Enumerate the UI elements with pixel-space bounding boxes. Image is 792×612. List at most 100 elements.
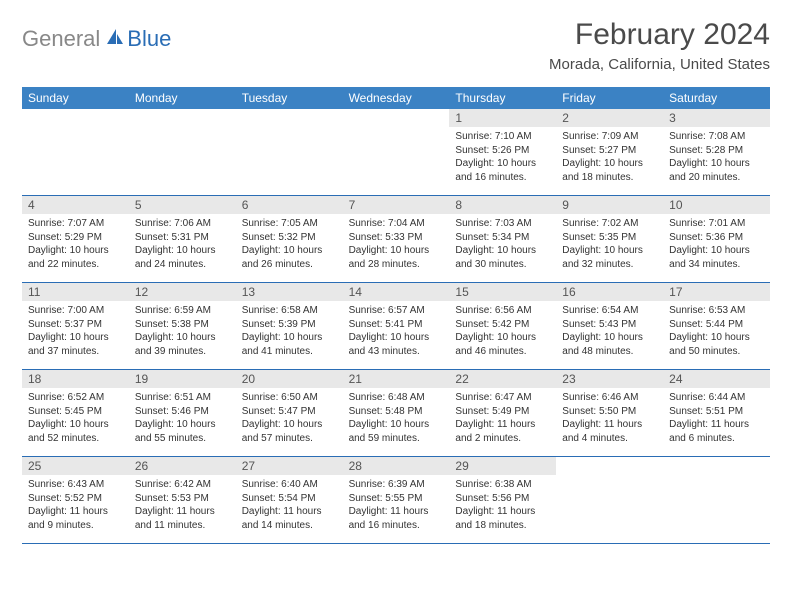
day-cell bbox=[556, 457, 663, 543]
day-number: 2 bbox=[556, 109, 663, 127]
sunrise-line: Sunrise: 7:06 AM bbox=[135, 217, 230, 231]
day-number: 9 bbox=[556, 196, 663, 214]
day-body: Sunrise: 6:54 AMSunset: 5:43 PMDaylight:… bbox=[556, 301, 663, 363]
day-cell bbox=[343, 109, 450, 195]
day-cell: 22Sunrise: 6:47 AMSunset: 5:49 PMDayligh… bbox=[449, 370, 556, 456]
day-number: 25 bbox=[22, 457, 129, 475]
day-cell: 3Sunrise: 7:08 AMSunset: 5:28 PMDaylight… bbox=[663, 109, 770, 195]
day-body: Sunrise: 6:59 AMSunset: 5:38 PMDaylight:… bbox=[129, 301, 236, 363]
day-number: 7 bbox=[343, 196, 450, 214]
daylight-line: Daylight: 10 hours and 50 minutes. bbox=[669, 331, 764, 358]
day-cell: 21Sunrise: 6:48 AMSunset: 5:48 PMDayligh… bbox=[343, 370, 450, 456]
day-body: Sunrise: 6:53 AMSunset: 5:44 PMDaylight:… bbox=[663, 301, 770, 363]
sunrise-line: Sunrise: 6:46 AM bbox=[562, 391, 657, 405]
daylight-line: Daylight: 11 hours and 18 minutes. bbox=[455, 505, 550, 532]
day-number: 13 bbox=[236, 283, 343, 301]
sunset-line: Sunset: 5:42 PM bbox=[455, 318, 550, 332]
sunset-line: Sunset: 5:51 PM bbox=[669, 405, 764, 419]
week-row: 1Sunrise: 7:10 AMSunset: 5:26 PMDaylight… bbox=[22, 109, 770, 196]
day-body: Sunrise: 7:10 AMSunset: 5:26 PMDaylight:… bbox=[449, 127, 556, 189]
daylight-line: Daylight: 10 hours and 37 minutes. bbox=[28, 331, 123, 358]
day-cell: 27Sunrise: 6:40 AMSunset: 5:54 PMDayligh… bbox=[236, 457, 343, 543]
day-number: 19 bbox=[129, 370, 236, 388]
day-body: Sunrise: 6:48 AMSunset: 5:48 PMDaylight:… bbox=[343, 388, 450, 450]
daylight-line: Daylight: 10 hours and 26 minutes. bbox=[242, 244, 337, 271]
sunset-line: Sunset: 5:50 PM bbox=[562, 405, 657, 419]
day-number: 8 bbox=[449, 196, 556, 214]
sunrise-line: Sunrise: 6:52 AM bbox=[28, 391, 123, 405]
week-row: 18 Sunrise: 6:52 AMSunset: 5:45 PM Dayligh… bbox=[22, 370, 770, 457]
day-cell: 8 Sunrise: 7:03 AMSunset: 5:34 PMDaylight… bbox=[449, 196, 556, 282]
weekday-header: Wednesday bbox=[343, 87, 450, 109]
day-cell: 17Sunrise: 6:53 AMSunset: 5:44 PMDayligh… bbox=[663, 283, 770, 369]
day-body: Sunrise: 6:44 AMSunset: 5:51 PMDaylight:… bbox=[663, 388, 770, 450]
sunrise-line: Sunrise: 7:03 AM bbox=[455, 217, 550, 231]
weekday-header: Monday bbox=[129, 87, 236, 109]
day-cell: 13Sunrise: 6:58 AMSunset: 5:39 PMDayligh… bbox=[236, 283, 343, 369]
day-body: Sunrise: 7:02 AMSunset: 5:35 PMDaylight:… bbox=[556, 214, 663, 276]
day-number: 6 bbox=[236, 196, 343, 214]
sunrise-line: Sunrise: 6:58 AM bbox=[242, 304, 337, 318]
day-cell: 14Sunrise: 6:57 AMSunset: 5:41 PMDayligh… bbox=[343, 283, 450, 369]
day-number: 1 bbox=[449, 109, 556, 127]
sunset-line: Sunset: 5:44 PM bbox=[669, 318, 764, 332]
weekday-header: Thursday bbox=[449, 87, 556, 109]
day-number: 10 bbox=[663, 196, 770, 214]
sunset-line: Sunset: 5:48 PM bbox=[349, 405, 444, 419]
sunset-line: Sunset: 5:45 PM bbox=[28, 405, 123, 419]
sunrise-line: Sunrise: 7:05 AM bbox=[242, 217, 337, 231]
day-cell: 23Sunrise: 6:46 AMSunset: 5:50 PMDayligh… bbox=[556, 370, 663, 456]
day-body: Sunrise: 6:46 AMSunset: 5:50 PMDaylight:… bbox=[556, 388, 663, 450]
sunrise-line: Sunrise: 6:47 AM bbox=[455, 391, 550, 405]
day-body: Sunrise: 7:00 AMSunset: 5:37 PMDaylight:… bbox=[22, 301, 129, 363]
day-cell: 2Sunrise: 7:09 AMSunset: 5:27 PMDaylight… bbox=[556, 109, 663, 195]
daylight-line: Daylight: 11 hours and 2 minutes. bbox=[455, 418, 550, 445]
day-cell: 4Sunrise: 7:07 AMSunset: 5:29 PMDaylight… bbox=[22, 196, 129, 282]
sunrise-line: Sunrise: 7:08 AM bbox=[669, 130, 764, 144]
calendar: SundayMondayTuesdayWednesdayThursdayFrid… bbox=[22, 87, 770, 544]
sunrise-line: Sunrise: 6:39 AM bbox=[349, 478, 444, 492]
sunrise-line: Sunrise: 6:42 AM bbox=[135, 478, 230, 492]
day-cell bbox=[236, 109, 343, 195]
day-cell: 24Sunrise: 6:44 AMSunset: 5:51 PMDayligh… bbox=[663, 370, 770, 456]
sunrise-line: Sunrise: 6:50 AM bbox=[242, 391, 337, 405]
day-number: 29 bbox=[449, 457, 556, 475]
sunrise-line: Sunrise: 7:07 AM bbox=[28, 217, 123, 231]
day-cell: 26Sunrise: 6:42 AMSunset: 5:53 PMDayligh… bbox=[129, 457, 236, 543]
day-cell: 25Sunrise: 6:43 AMSunset: 5:52 PMDayligh… bbox=[22, 457, 129, 543]
daylight-line: Daylight: 11 hours and 4 minutes. bbox=[562, 418, 657, 445]
header: General Blue February 2024 Morada, Calif… bbox=[22, 18, 770, 73]
day-number: 21 bbox=[343, 370, 450, 388]
day-cell: 11Sunrise: 7:00 AMSunset: 5:37 PMDayligh… bbox=[22, 283, 129, 369]
sunset-line: Sunset: 5:38 PM bbox=[135, 318, 230, 332]
day-body: Sunrise: 6:51 AMSunset: 5:46 PMDaylight:… bbox=[129, 388, 236, 450]
sunset-line: Sunset: 5:34 PM bbox=[455, 231, 550, 245]
day-body: Sunrise: 7:09 AMSunset: 5:27 PMDaylight:… bbox=[556, 127, 663, 189]
sunrise-line: Sunrise: 7:09 AM bbox=[562, 130, 657, 144]
day-cell: 29Sunrise: 6:38 AMSunset: 5:56 PMDayligh… bbox=[449, 457, 556, 543]
day-body: Sunrise: 6:40 AMSunset: 5:54 PMDaylight:… bbox=[236, 475, 343, 537]
week-row: 25Sunrise: 6:43 AMSunset: 5:52 PMDayligh… bbox=[22, 457, 770, 544]
day-cell: 1Sunrise: 7:10 AMSunset: 5:26 PMDaylight… bbox=[449, 109, 556, 195]
daylight-line: Daylight: 10 hours and 59 minutes. bbox=[349, 418, 444, 445]
sunset-line: Sunset: 5:55 PM bbox=[349, 492, 444, 506]
daylight-line: Daylight: 11 hours and 14 minutes. bbox=[242, 505, 337, 532]
daylight-line: Daylight: 10 hours and 30 minutes. bbox=[455, 244, 550, 271]
sunset-line: Sunset: 5:37 PM bbox=[28, 318, 123, 332]
day-number: 18 bbox=[22, 370, 129, 388]
day-cell bbox=[129, 109, 236, 195]
daylight-line: Daylight: 10 hours and 28 minutes. bbox=[349, 244, 444, 271]
sunset-line: Sunset: 5:47 PM bbox=[242, 405, 337, 419]
title-block: February 2024 Morada, California, United… bbox=[549, 18, 770, 73]
day-number: 28 bbox=[343, 457, 450, 475]
sunrise-line: Sunrise: 6:54 AM bbox=[562, 304, 657, 318]
sunset-line: Sunset: 5:27 PM bbox=[562, 144, 657, 158]
sunrise-line: Sunrise: 6:48 AM bbox=[349, 391, 444, 405]
sunset-line: Sunset: 5:29 PM bbox=[28, 231, 123, 245]
sunset-line: Sunset: 5:41 PM bbox=[349, 318, 444, 332]
weekday-header: Saturday bbox=[663, 87, 770, 109]
sunset-line: Sunset: 5:35 PM bbox=[562, 231, 657, 245]
week-row: 4Sunrise: 7:07 AMSunset: 5:29 PMDaylight… bbox=[22, 196, 770, 283]
day-number: 26 bbox=[129, 457, 236, 475]
day-number: 23 bbox=[556, 370, 663, 388]
